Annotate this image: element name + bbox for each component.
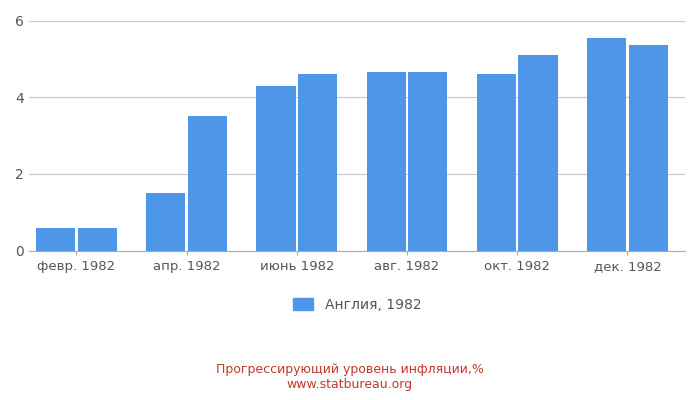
- Bar: [367, 72, 406, 251]
- Legend: Англия, 1982: Англия, 1982: [287, 292, 427, 317]
- Bar: [188, 116, 227, 251]
- Bar: [78, 228, 117, 251]
- Bar: [256, 86, 295, 251]
- Text: www.statbureau.org: www.statbureau.org: [287, 378, 413, 391]
- Bar: [587, 38, 626, 251]
- Bar: [36, 228, 76, 251]
- Bar: [298, 74, 337, 251]
- Bar: [408, 72, 447, 251]
- Bar: [146, 193, 186, 251]
- Bar: [519, 55, 558, 251]
- Bar: [629, 46, 668, 251]
- Bar: [477, 74, 516, 251]
- Text: Прогрессирующий уровень инфляции,%: Прогрессирующий уровень инфляции,%: [216, 364, 484, 376]
